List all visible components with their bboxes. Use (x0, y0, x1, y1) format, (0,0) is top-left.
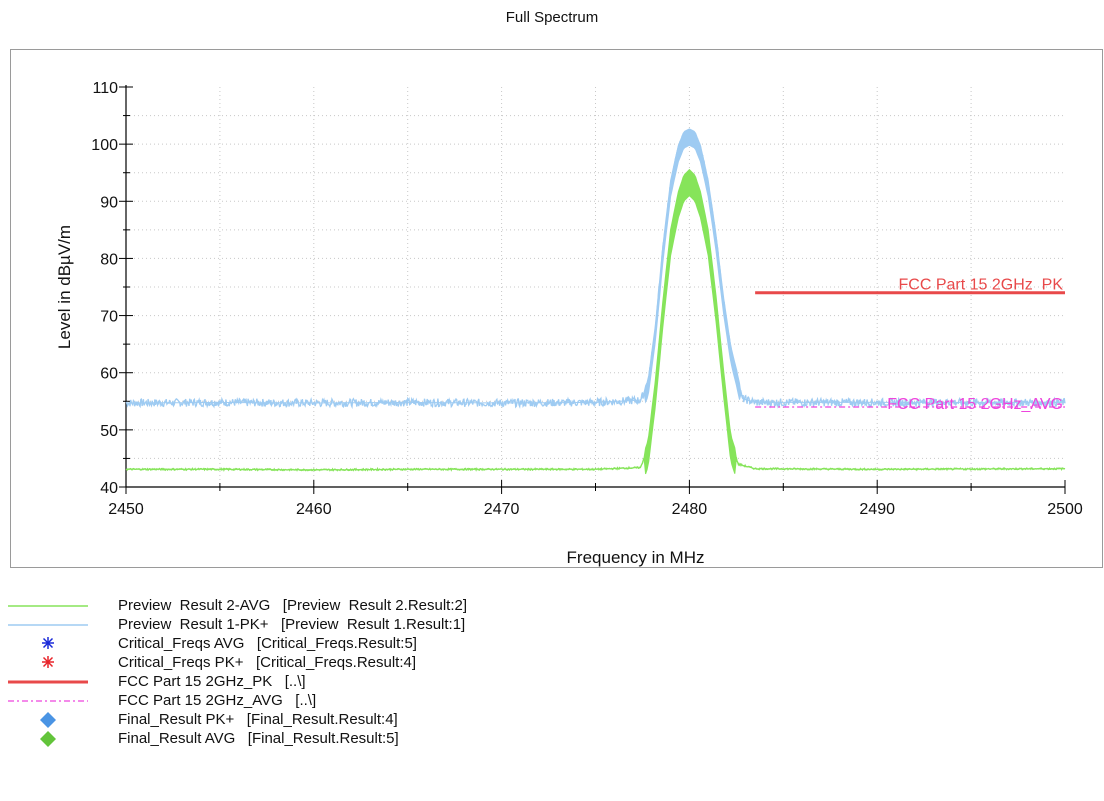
fcc-avg-annotation: FCC Part 15 2GHz_AVG (887, 396, 1063, 413)
y-tick-label: 70 (100, 309, 118, 326)
y-tick-label: 60 (100, 366, 118, 383)
legend-item: Critical_Freqs PK+ [Critical_Freqs.Resul… (0, 653, 700, 672)
legend-label: FCC Part 15 2GHz_AVG [..\] (118, 692, 317, 709)
legend-symbol (8, 700, 88, 702)
x-tick-label: 2470 (484, 501, 520, 518)
x-tick-label: 2500 (1047, 501, 1083, 518)
preview-result-2-avg-line (125, 174, 1066, 472)
x-axis-label: Frequency in MHz (567, 548, 705, 567)
legend-item: FCC Part 15 2GHz_PK [..\] (0, 672, 700, 691)
legend-label: Final_Result AVG [Final_Result.Result:5] (118, 730, 399, 747)
y-tick-label: 100 (91, 137, 118, 154)
legend-label: Critical_Freqs PK+ [Critical_Freqs.Resul… (118, 654, 417, 671)
chart-title: Full Spectrum (505, 9, 599, 26)
legend-item: Critical_Freqs AVG [Critical_Freqs.Resul… (0, 634, 700, 653)
preview-result-1-pk-line (125, 129, 1066, 410)
legend-symbol (8, 624, 88, 626)
fcc-pk-annotation: FCC Part 15 2GHz_PK (899, 277, 1064, 294)
legend-label: Critical_Freqs AVG [Critical_Freqs.Resul… (118, 635, 417, 652)
legend-label: Preview Result 2-AVG [Preview Result 2.R… (118, 597, 468, 614)
legend-item: Preview Result 2-AVG [Preview Result 2.R… (0, 596, 700, 615)
legend-item: Final_Result PK+ [Final_Result.Result:4] (0, 710, 700, 729)
y-tick-label: 80 (100, 251, 118, 268)
pk-trace-band (126, 128, 1065, 404)
chart-frame (10, 49, 1103, 568)
legend-symbol (40, 712, 56, 728)
y-tick-label: 40 (100, 480, 118, 497)
x-tick-label: 2460 (296, 501, 332, 518)
legend-symbol (42, 637, 54, 649)
y-tick-label: 110 (92, 80, 118, 97)
y-axis-label: Level in dBµV/m (55, 225, 74, 349)
legend-item: Preview Result 1-PK+ [Preview Result 1.R… (0, 615, 700, 634)
x-tick-label: 2480 (672, 501, 708, 518)
x-tick-label: 2490 (859, 501, 895, 518)
legend-item: Final_Result AVG [Final_Result.Result:5] (0, 729, 700, 748)
x-tick-label: 2450 (108, 501, 144, 518)
legend-item: FCC Part 15 2GHz_AVG [..\] (0, 691, 700, 710)
legend-label: FCC Part 15 2GHz_PK [..\] (118, 673, 306, 690)
y-tick-label: 90 (100, 194, 118, 211)
legend-symbol (40, 731, 56, 747)
legend-label: Final_Result PK+ [Final_Result.Result:4] (118, 711, 398, 728)
legend-label: Preview Result 1-PK+ [Preview Result 1.R… (118, 616, 466, 633)
legend-symbol (8, 605, 88, 607)
y-tick-label: 50 (100, 423, 118, 440)
legend-symbol (42, 656, 54, 668)
legend-symbol (8, 680, 88, 684)
